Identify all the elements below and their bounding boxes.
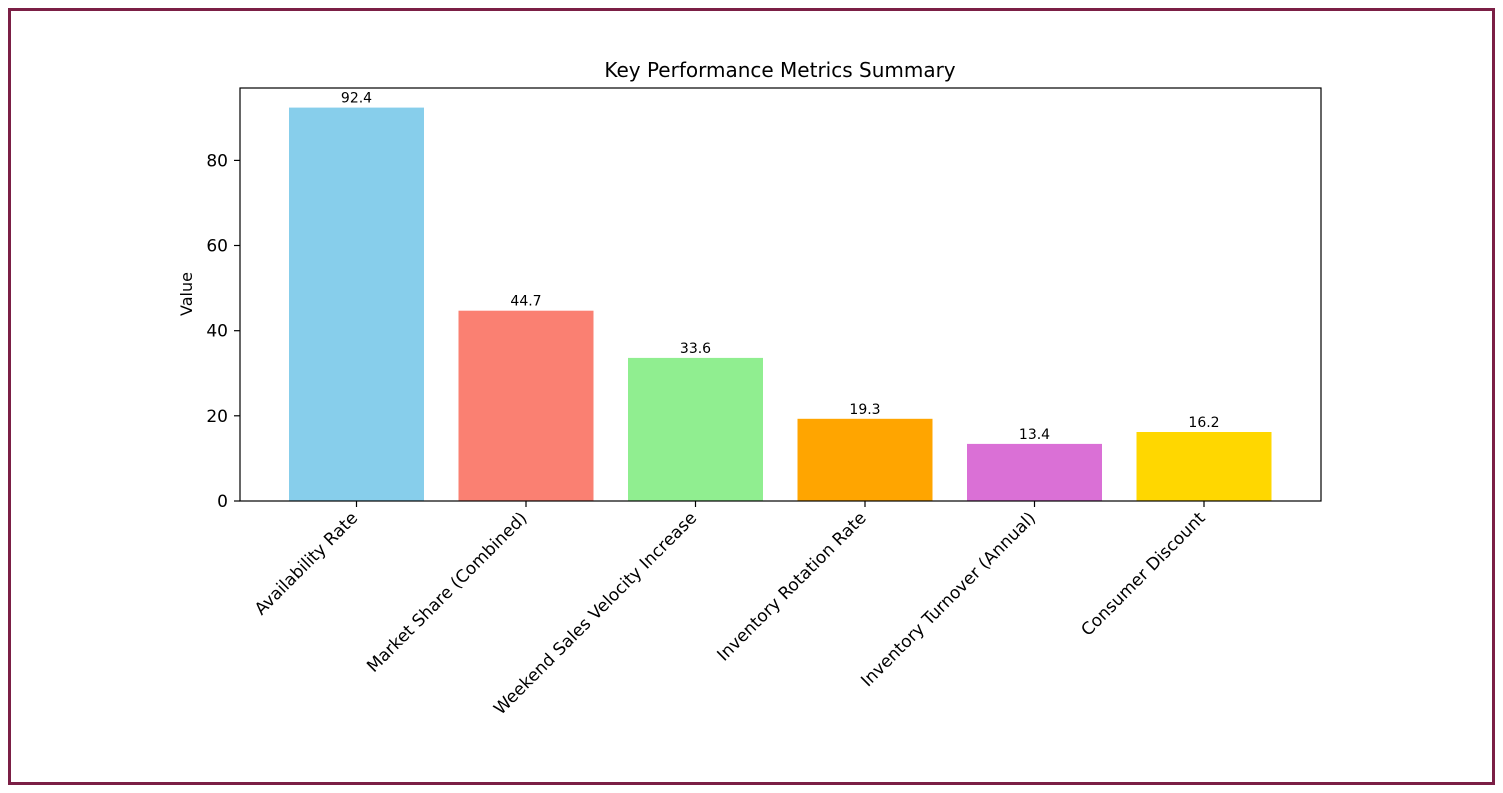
y-tick-label: 20 — [206, 407, 228, 427]
chart-title: Key Performance Metrics Summary — [604, 58, 955, 82]
x-tick-label: Weekend Sales Velocity Increase — [490, 508, 701, 719]
bar-value-label: 19.3 — [849, 402, 880, 418]
y-axis-label: Value — [177, 272, 196, 316]
bar-value-label: 16.2 — [1188, 415, 1219, 431]
x-tick-label: Market Share (Combined) — [363, 508, 531, 676]
bar-4 — [797, 418, 933, 501]
bar-value-label: 33.6 — [680, 341, 711, 357]
bar-3 — [628, 357, 763, 501]
bar-2 — [458, 310, 594, 501]
bar-1 — [289, 107, 424, 501]
bar-5 — [967, 443, 1102, 501]
x-tick-label: Consumer Discount — [1077, 508, 1209, 640]
x-tick-label: Inventory Turnover (Annual) — [857, 508, 1040, 691]
bar-value-label: 92.4 — [341, 91, 372, 107]
x-tick-label: Inventory Rotation Rate — [713, 508, 870, 665]
y-tick-label: 60 — [206, 237, 228, 257]
y-tick-label: 40 — [206, 322, 228, 342]
y-tick-label: 0 — [217, 492, 228, 512]
bar-value-label: 13.4 — [1019, 427, 1050, 443]
x-tick-label: Availability Rate — [251, 508, 362, 619]
y-tick-label: 80 — [206, 151, 228, 171]
axes-frame — [239, 87, 1322, 502]
bar-value-label: 44.7 — [510, 294, 541, 310]
bar-6 — [1136, 432, 1272, 501]
plot-area: 92.4 44.7 33.6 19.3 13.4 16.2 0 20 40 60 80 Availab… — [206, 87, 1322, 719]
